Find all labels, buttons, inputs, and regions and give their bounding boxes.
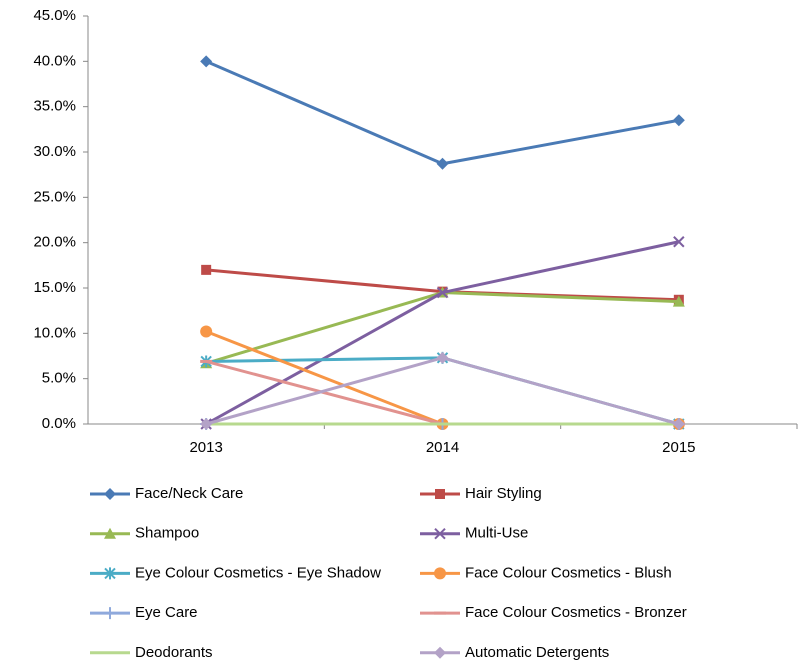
y-tick-label: 15.0% <box>33 279 76 296</box>
data-point <box>672 114 685 127</box>
legend-marker <box>435 489 445 499</box>
legend-label: Automatic Detergents <box>465 644 609 661</box>
data-point <box>436 286 449 299</box>
data-point <box>436 351 449 364</box>
y-tick-label: 35.0% <box>33 98 76 115</box>
y-tick-label: 30.0% <box>33 143 76 160</box>
legend-marker <box>434 527 446 540</box>
series-line <box>206 356 680 426</box>
legend-label: Face/Neck Care <box>135 485 243 502</box>
series-line <box>205 240 680 426</box>
legend-marker <box>434 646 446 659</box>
x-tick-label: 2013 <box>189 439 222 456</box>
legend-label: Shampoo <box>135 525 199 542</box>
data-point <box>200 418 213 430</box>
series-line <box>205 59 680 166</box>
y-tick-label: 5.0% <box>42 370 76 387</box>
legend-label: Hair Styling <box>465 485 542 502</box>
series-line <box>205 359 679 426</box>
data-point <box>201 264 212 275</box>
y-tick-label: 45.0% <box>33 7 76 24</box>
y-tick-label: 25.0% <box>33 188 76 205</box>
legend-marker <box>104 488 116 500</box>
legend-marker <box>104 527 116 539</box>
data-point <box>673 236 685 248</box>
data-point <box>436 157 449 170</box>
data-point <box>672 418 685 430</box>
series-line <box>205 356 680 426</box>
x-tick-label: 2014 <box>426 439 459 456</box>
legend-label: Multi-Use <box>465 525 528 542</box>
y-tick-label: 10.0% <box>33 324 76 341</box>
legend-marker <box>104 567 116 580</box>
legend-label: Deodorants <box>135 644 213 661</box>
legend-label: Eye Care <box>135 604 198 621</box>
y-tick-label: 40.0% <box>33 52 76 69</box>
data-point <box>200 325 213 338</box>
data-point <box>672 295 685 307</box>
y-tick-label: 0.0% <box>42 415 76 432</box>
legend-marker <box>104 607 116 620</box>
data-point <box>200 55 213 68</box>
series-line <box>205 330 679 426</box>
y-tick-label: 20.0% <box>33 234 76 251</box>
legend-label: Eye Colour Cosmetics - Eye Shadow <box>135 564 381 581</box>
x-tick-label: 2015 <box>662 439 695 456</box>
legend-label: Face Colour Cosmetics - Bronzer <box>465 604 687 621</box>
legend-label: Face Colour Cosmetics - Blush <box>465 564 672 581</box>
legend-marker <box>434 567 446 580</box>
